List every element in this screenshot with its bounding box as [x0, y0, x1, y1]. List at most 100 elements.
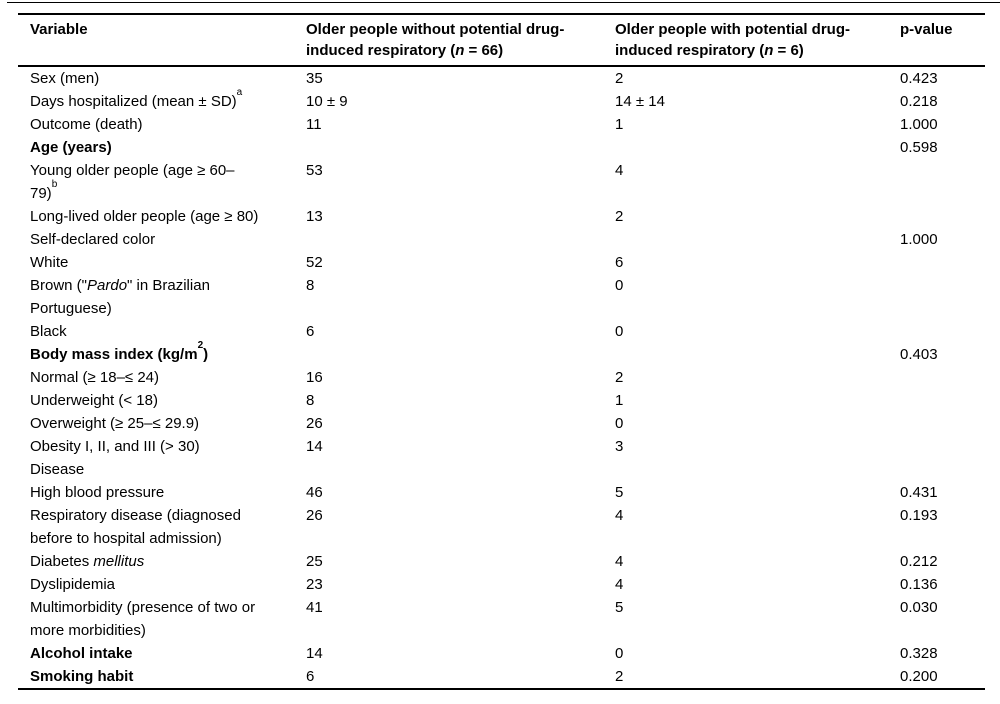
- table-row-bmi-overweight: Overweight (≥ 25–≤ 29.9) 26 0: [18, 412, 985, 435]
- table-row-bmi-underweight: Underweight (< 18) 8 1: [18, 389, 985, 412]
- group1-value-cell: [306, 228, 615, 251]
- characteristics-table: Variable Older people without potential …: [18, 13, 985, 690]
- table-row-disease: Disease: [18, 458, 985, 481]
- group1-value-cell: 41: [306, 599, 323, 616]
- variable-cell: Obesity I, II, and III (> 30): [30, 438, 200, 455]
- group1-value-cell: [306, 136, 615, 159]
- p-value-cell: 1.000: [900, 231, 938, 248]
- group2-value-cell: 1: [615, 116, 624, 133]
- p-value-cell: 1.000: [900, 116, 938, 133]
- header-group-with-count: = 6): [773, 42, 804, 59]
- top-divider-line: [7, 2, 1000, 3]
- table-row-self-declared-color: Self-declared color 1.000: [18, 228, 985, 251]
- group2-value-cell: 0: [615, 415, 624, 432]
- table-row-respiratory-disease: Respiratory disease (diagnosed before to…: [18, 504, 985, 550]
- table-row-black: Black 6 0: [18, 320, 985, 343]
- table-row-long-lived: Long-lived older people (age ≥ 80) 13 2: [18, 205, 985, 228]
- variable-label: Body mass index (kg/m: [30, 346, 198, 363]
- group2-value-cell: 6: [615, 254, 624, 271]
- p-value-cell: [900, 274, 985, 320]
- table-row-days-hospitalized: Days hospitalized (mean ± SD)a 10 ± 9 14…: [18, 87, 985, 113]
- group1-value-cell: 13: [306, 208, 323, 225]
- group1-value-cell: 14: [306, 645, 323, 662]
- group2-value-cell: 2: [615, 668, 624, 685]
- table-row-sex: Sex (men) 35 2 0.423: [18, 66, 985, 90]
- variable-label: Diabetes: [30, 553, 94, 570]
- group2-value-cell: [615, 343, 900, 366]
- p-value-cell: 0.218: [900, 93, 938, 110]
- variable-cell: Respiratory disease (diagnosed before to…: [30, 507, 241, 547]
- group1-value-cell: 23: [306, 576, 323, 593]
- variable-cell: High blood pressure: [30, 484, 165, 501]
- p-value-cell: 0.403: [900, 346, 938, 363]
- variable-label-italic: Pardo: [87, 277, 128, 294]
- group1-value-cell: 26: [306, 415, 323, 432]
- variable-cell: Outcome (death): [30, 116, 143, 133]
- variable-cell: Sex (men): [30, 70, 100, 87]
- header-group-with: Older people with potential drug-induced…: [615, 14, 900, 67]
- table-row-bmi-obesity: Obesity I, II, and III (> 30) 14 3: [18, 435, 985, 458]
- italic-n: n: [455, 42, 465, 59]
- group2-value-cell: 0: [615, 323, 624, 340]
- group2-value-cell: 4: [615, 576, 624, 593]
- p-value-cell: 0.030: [900, 599, 938, 616]
- variable-label: Days hospitalized (mean ± SD): [30, 93, 237, 110]
- table-row-age: Age (years) 0.598: [18, 136, 985, 159]
- table-row-bmi-normal: Normal (≥ 18–≤ 24) 16 2: [18, 366, 985, 389]
- variable-cell: Age (years): [30, 139, 112, 156]
- group1-value-cell: 16: [306, 369, 323, 386]
- header-variable: Variable: [18, 14, 306, 67]
- p-value-cell: 0.431: [900, 484, 938, 501]
- group1-value-cell: 52: [306, 254, 323, 271]
- p-value-cell: [900, 435, 985, 458]
- variable-cell: Smoking habit: [30, 668, 134, 685]
- footnote-marker-a: a: [236, 87, 243, 98]
- table-row-dyslipidemia: Dyslipidemia 23 4 0.136: [18, 573, 985, 596]
- p-value-cell: 0.136: [900, 576, 938, 593]
- table-row-multimorbidity: Multimorbidity (presence of two or more …: [18, 596, 985, 642]
- group1-value-cell: 26: [306, 507, 323, 524]
- p-value-cell: 0.328: [900, 645, 938, 662]
- header-p-value: p-value: [900, 14, 985, 67]
- variable-cell: Self-declared color: [30, 231, 156, 248]
- group2-value-cell: 5: [615, 484, 624, 501]
- p-value-cell: [900, 205, 985, 228]
- group2-value-cell: 0: [615, 645, 624, 662]
- group2-value-cell: 2: [615, 208, 624, 225]
- variable-cell: Disease: [30, 461, 85, 478]
- group2-value-cell: 2: [615, 70, 624, 87]
- header-group-without: Older people without potential drug-indu…: [306, 14, 615, 67]
- group2-value-cell: 14 ± 14: [615, 93, 665, 110]
- variable-cell: Underweight (< 18): [30, 392, 158, 409]
- group2-value-cell: 3: [615, 438, 624, 455]
- variable-label: Young older people (age ≥ 60–79): [30, 162, 235, 202]
- header-group-with-text: Older people with potential drug-induced…: [615, 21, 850, 59]
- superscript-2: 2: [197, 340, 204, 351]
- table-row-outcome: Outcome (death) 11 1 1.000: [18, 113, 985, 136]
- group1-value-cell: 10 ± 9: [306, 93, 348, 110]
- group2-value-cell: 5: [615, 599, 624, 616]
- p-value-cell: [900, 389, 985, 412]
- table-row-bmi: Body mass index (kg/m2) 0.403: [18, 340, 985, 366]
- group2-value-cell: 4: [615, 507, 624, 524]
- group2-value-cell: [615, 458, 900, 481]
- p-value-cell: 0.423: [900, 70, 938, 87]
- group1-value-cell: 11: [306, 116, 322, 133]
- p-value-cell: [900, 458, 985, 481]
- variable-cell: Long-lived older people (age ≥ 80): [30, 208, 259, 225]
- italic-n: n: [764, 42, 774, 59]
- group1-value-cell: 14: [306, 438, 323, 455]
- group1-value-cell: 46: [306, 484, 323, 501]
- group2-value-cell: 1: [615, 392, 624, 409]
- p-value-cell: 0.598: [900, 139, 938, 156]
- variable-cell: Black: [30, 323, 67, 340]
- p-value-cell: [900, 366, 985, 389]
- p-value-cell: [900, 320, 985, 343]
- variable-cell: Multimorbidity (presence of two or more …: [30, 599, 256, 639]
- header-group-without-text: Older people without potential drug-indu…: [306, 21, 565, 59]
- group2-value-cell: 4: [615, 553, 624, 570]
- group1-value-cell: 6: [306, 323, 315, 340]
- group1-value-cell: 8: [306, 277, 315, 294]
- group1-value-cell: 8: [306, 392, 315, 409]
- variable-cell: Dyslipidemia: [30, 576, 116, 593]
